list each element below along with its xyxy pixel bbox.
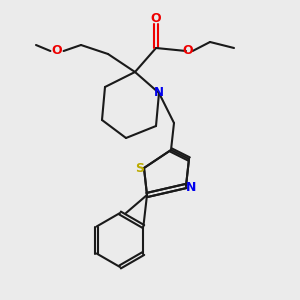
Text: S: S [135, 161, 144, 175]
Text: O: O [52, 44, 62, 58]
Text: O: O [151, 11, 161, 25]
Text: N: N [186, 181, 197, 194]
Text: O: O [182, 44, 193, 58]
Text: N: N [154, 86, 164, 100]
